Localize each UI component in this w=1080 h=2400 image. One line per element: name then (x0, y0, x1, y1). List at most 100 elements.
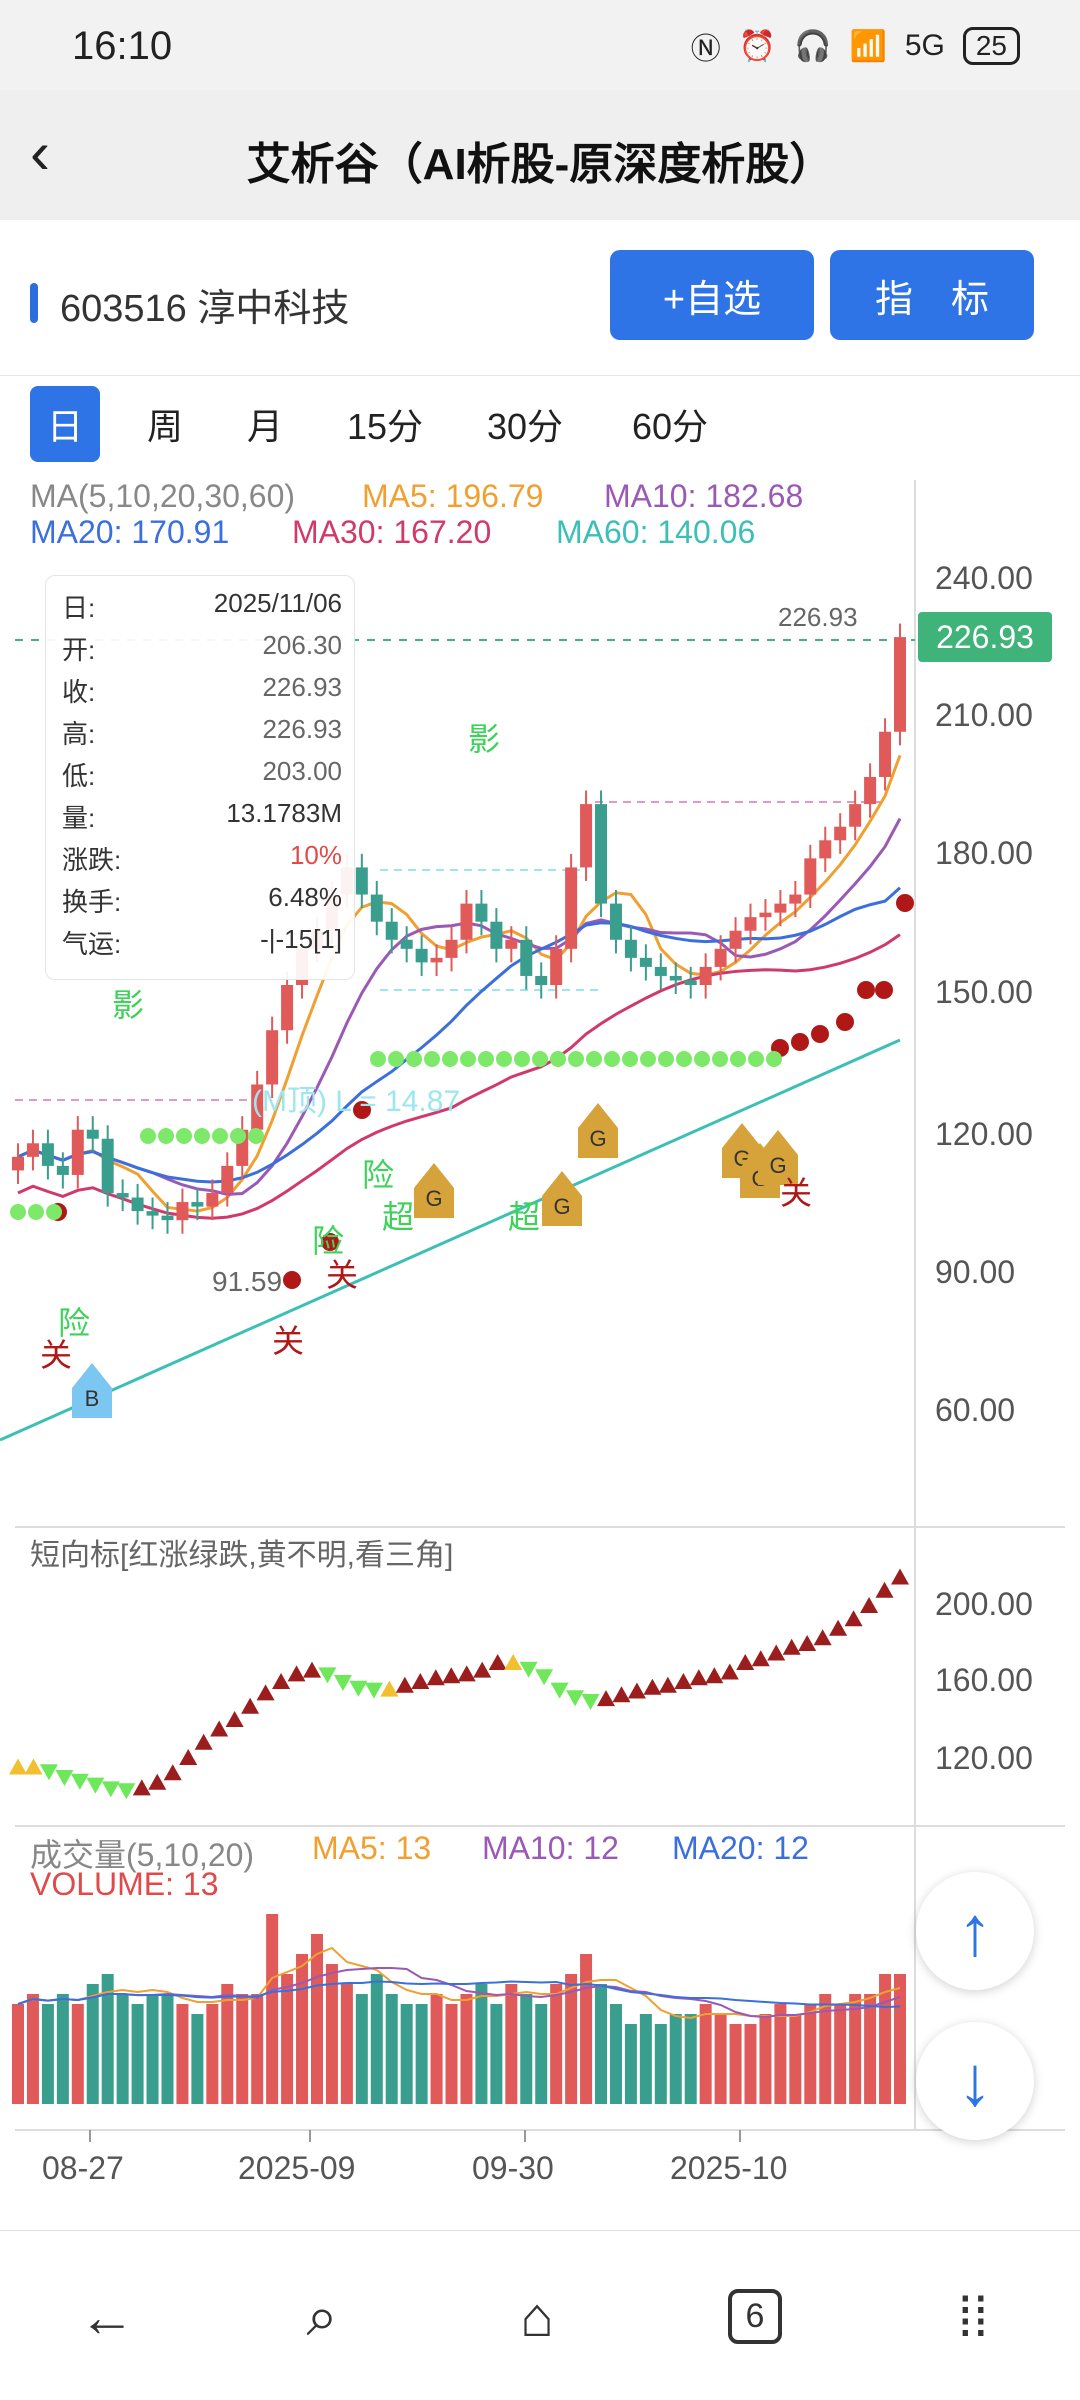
indicator-triangle (194, 1733, 213, 1750)
volume-bar (535, 2004, 548, 2104)
indicator-triangle (736, 1654, 755, 1670)
period-tabs: 日 周 月 15分 30分 60分 (0, 375, 1080, 465)
menu-dots-icon[interactable]: ⁞⁞ (957, 2284, 989, 2348)
candle-body (879, 731, 892, 777)
x-tick: 08-27 (42, 2150, 124, 2186)
green-signal-dot (766, 1051, 782, 1067)
volume-bar (654, 2024, 667, 2104)
high-marker: 226.93 (778, 602, 858, 632)
volume-bar (580, 1954, 593, 2104)
volume-bar (355, 1994, 368, 2104)
green-signal-dot (694, 1051, 710, 1067)
indicator-triangle (349, 1680, 368, 1697)
candle-body (729, 930, 742, 949)
ma5-line (17, 754, 902, 1213)
volume-bar (789, 2014, 802, 2104)
indicator-tick: 200.00 (935, 1586, 1033, 1622)
nfc-icon: Ⓝ (690, 33, 721, 66)
candle-body (490, 921, 503, 949)
back-icon[interactable]: ‹ (30, 119, 50, 186)
signal-badge (758, 1130, 798, 1185)
volume-bar (161, 1994, 174, 2104)
alarm-icon: ⏰ (738, 29, 777, 63)
search-icon[interactable]: ⌕ (306, 2283, 338, 2347)
volume-bar (475, 1984, 488, 2104)
candle-body (26, 1143, 39, 1157)
green-signal-dot (10, 1204, 26, 1220)
add-watchlist-button[interactable]: +自选 (610, 250, 814, 340)
tabs-icon[interactable]: 6 (710, 2271, 800, 2361)
candle-body (595, 804, 608, 904)
indicator-triangle (380, 1680, 399, 1697)
price-tick: 240.00 (935, 560, 1033, 596)
indicator-triangle (844, 1610, 863, 1627)
candle-body (535, 975, 548, 985)
x-tick: 09-30 (472, 2150, 554, 2186)
signal-badge (542, 1171, 582, 1226)
candle-body (789, 894, 802, 904)
tab-15min[interactable]: 15分 (346, 406, 424, 447)
volume-bar (490, 2004, 503, 2104)
tab-30min[interactable]: 30分 (486, 406, 564, 447)
signal-super: 超 (382, 1199, 415, 1235)
indicator-triangle (674, 1673, 693, 1689)
signal-shadow: 影 (468, 721, 501, 757)
tab-month[interactable]: 月 (246, 406, 283, 447)
tooltip-row: 日: 2025/11/06 (62, 588, 342, 623)
candle-tooltip: 日: 2025/11/06 开: 206.30 收: 226.93 高: 226.93 … (45, 575, 355, 980)
volume-bar (624, 2024, 637, 2104)
candle-body (819, 840, 832, 859)
green-signal-dot (568, 1051, 584, 1067)
candle-body (699, 966, 712, 985)
candle-body (609, 903, 622, 940)
volume-bar (325, 1964, 338, 2104)
scroll-up-button[interactable]: ↑ (916, 1872, 1034, 1990)
scroll-down-button[interactable]: ↓ (916, 2022, 1034, 2140)
short-indicator-chart (9, 1568, 909, 1800)
tab-60min[interactable]: 60分 (631, 406, 709, 447)
indicator-triangle (550, 1682, 569, 1699)
green-signal-dot (586, 1051, 602, 1067)
tooltip-row: 换手: 6.48% (62, 882, 342, 917)
candle-body (520, 939, 533, 976)
home-icon[interactable]: ⌂ (520, 2284, 554, 2348)
candle-body (86, 1129, 99, 1139)
candle-body (191, 1202, 204, 1207)
tab-week[interactable]: 周 (146, 406, 183, 447)
green-signal-dot (230, 1128, 246, 1144)
signal-close: 关 (780, 1175, 813, 1211)
tab-day[interactable]: 日 (30, 386, 100, 462)
indicator-triangle (55, 1770, 74, 1786)
indicator-triangle (860, 1597, 879, 1613)
volume-bar (565, 1974, 578, 2104)
volume-bar (191, 2014, 204, 2104)
volume-bar (146, 1994, 159, 2104)
red-signal-dot (353, 1101, 371, 1119)
short-indicator-title: 短向标[红涨绿跌,黄不明,看三角] (30, 1539, 454, 1572)
ma60-legend: MA60: 140.06 (556, 514, 756, 550)
candle-body (624, 939, 637, 958)
candle-body (834, 826, 847, 841)
indicator-triangle (411, 1673, 430, 1689)
volume-bar (266, 1914, 279, 2104)
system-nav-bar: ← ⌕ ⌂ 6 ⁞⁞ (0, 2230, 1080, 2400)
candle-body (580, 804, 593, 868)
price-tick: 60.00 (935, 1392, 1016, 1428)
indicator-button[interactable]: 指 标 (830, 250, 1034, 340)
candle-body (430, 957, 443, 963)
indicator-triangle (9, 1758, 27, 1775)
green-signal-dot (550, 1051, 566, 1067)
volume-bar (894, 1974, 906, 2104)
indicator-triangle (767, 1644, 786, 1661)
ma20-line (17, 886, 901, 1184)
back-arrow-icon[interactable]: ← (79, 2284, 135, 2348)
status-bar: 16:10 Ⓝ ⏰ 🎧 📶 5G 25 (0, 0, 1080, 90)
red-signal-dot (836, 1013, 854, 1031)
x-tick: 2025-09 (238, 2150, 356, 2186)
indicator-triangle (148, 1773, 167, 1790)
candle-body (101, 1138, 114, 1194)
green-signal-dot (28, 1204, 44, 1220)
indicator-triangle (891, 1568, 909, 1585)
signal-close: 关 (272, 1323, 305, 1359)
